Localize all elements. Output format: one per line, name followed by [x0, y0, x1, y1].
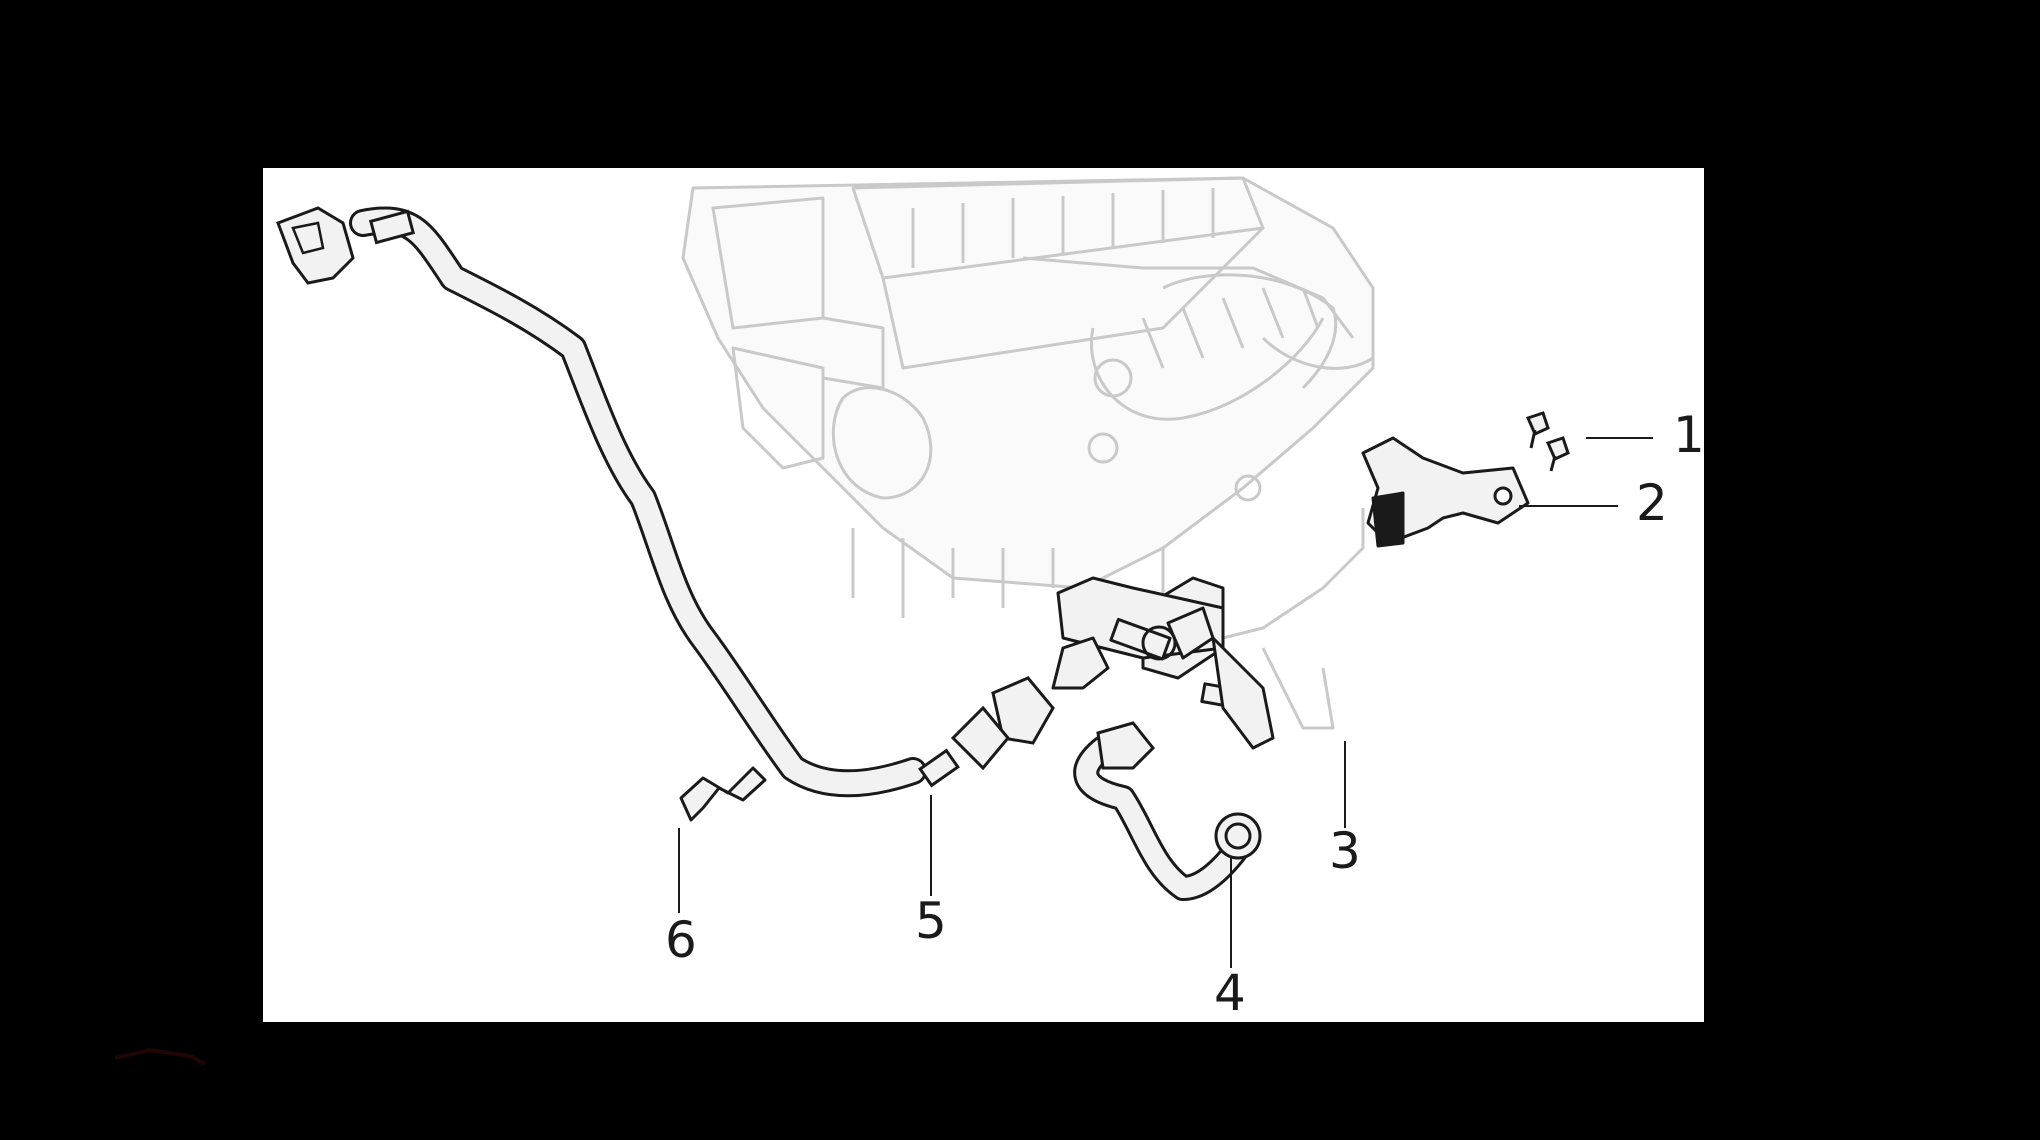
- callout-6: 6: [665, 911, 697, 969]
- callout-4: 4: [1214, 964, 1246, 1022]
- part-3-valve-assembly: [1051, 576, 1275, 750]
- parts-diagram: [276, 176, 1653, 968]
- callout-1: 1: [1673, 406, 1704, 464]
- callout-2: 2: [1636, 474, 1668, 532]
- callout-5: 5: [915, 892, 947, 950]
- diagram-panel: 1 2 3 4 5 6: [263, 168, 1704, 1022]
- callout-3: 3: [1329, 822, 1361, 880]
- part-4-short-hose: [1073, 721, 1262, 901]
- leader-lines: [678, 437, 1653, 968]
- engine-background: [681, 176, 1375, 730]
- part-5-long-hose: [276, 206, 1055, 798]
- part-6-clip: [679, 766, 767, 822]
- part-1-bolts: [1525, 411, 1570, 472]
- part-2-bracket: [1361, 436, 1530, 548]
- watermark-mark: [114, 1047, 206, 1066]
